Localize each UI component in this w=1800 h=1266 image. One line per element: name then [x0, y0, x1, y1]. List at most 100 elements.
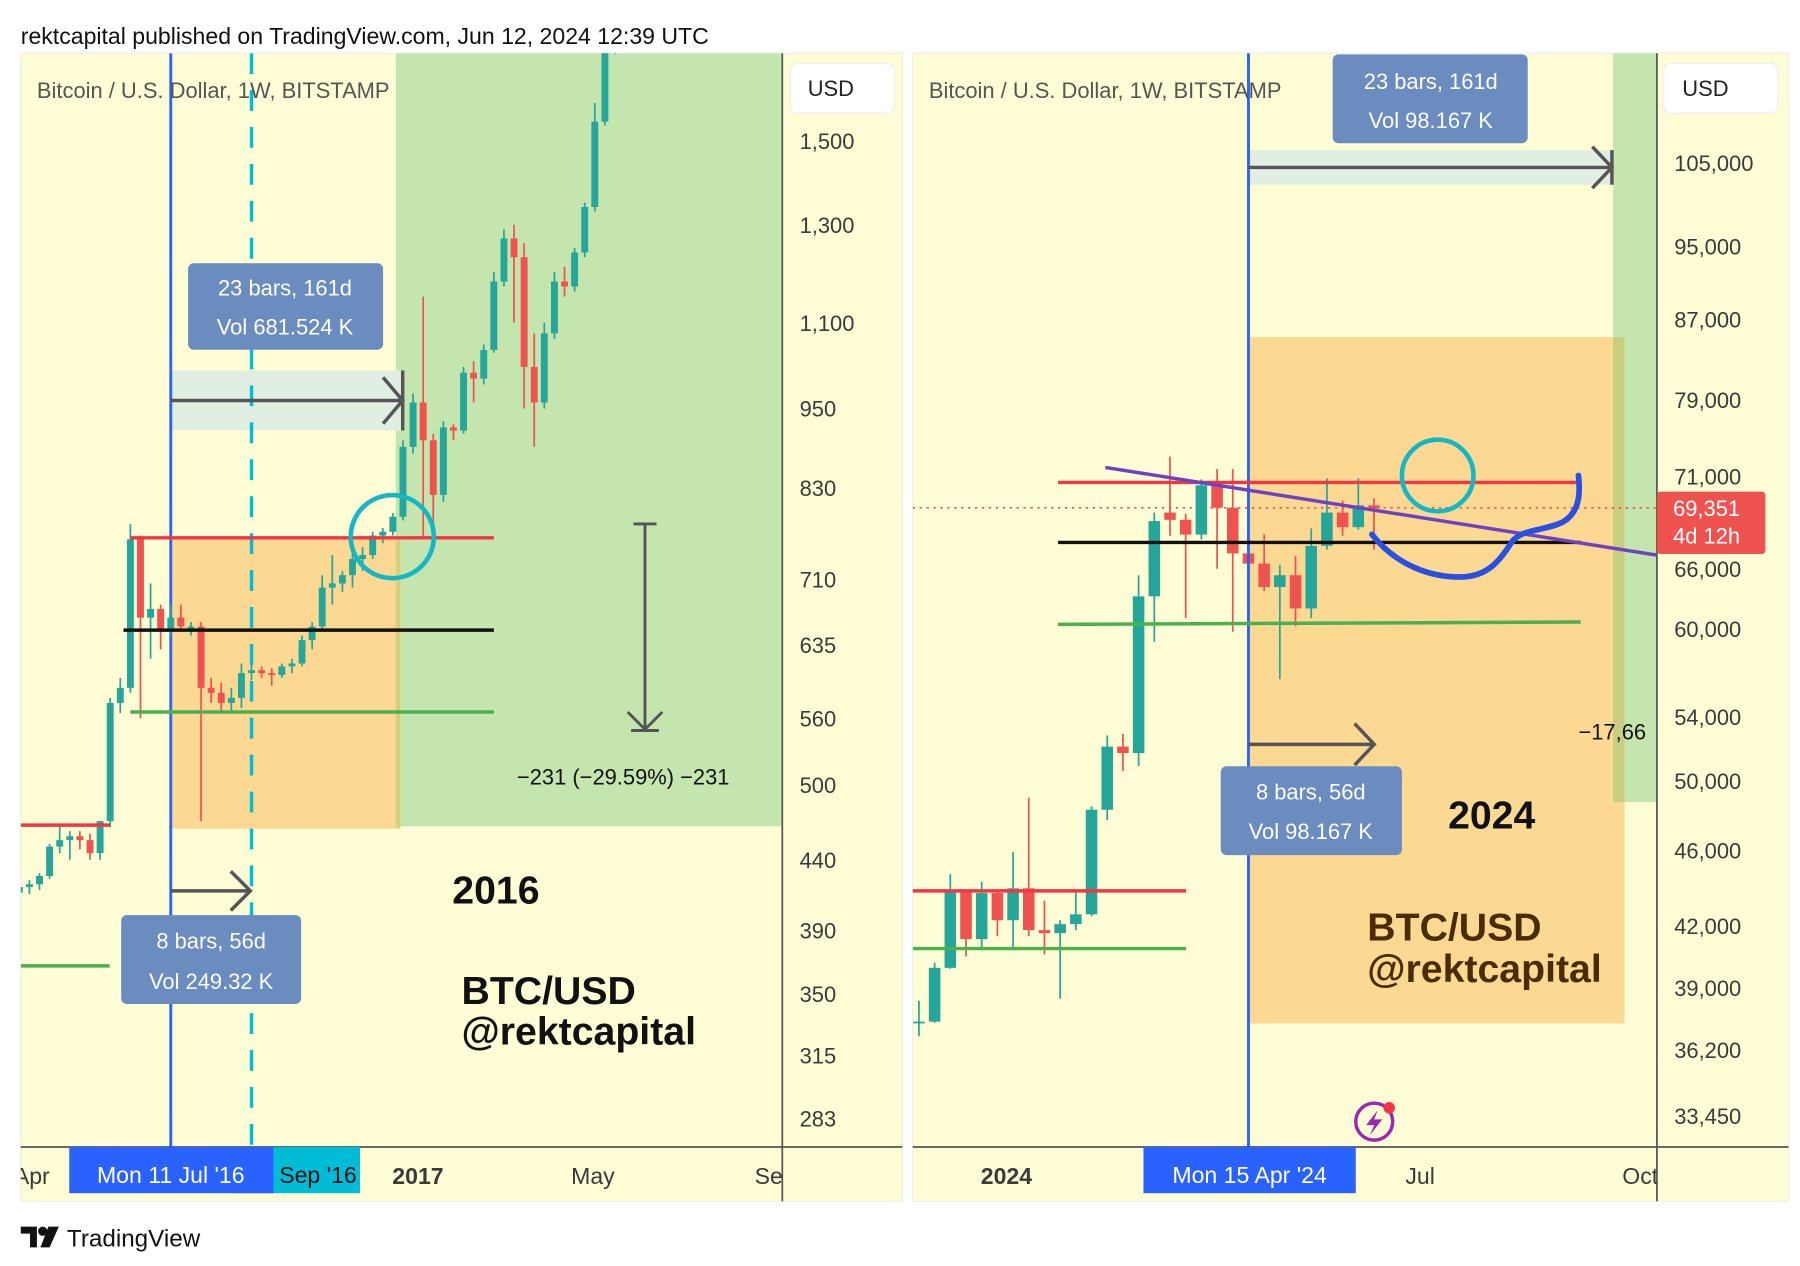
price-tick-label: 71,000	[1674, 465, 1741, 490]
candle-body	[369, 535, 377, 556]
candle-body	[1132, 596, 1145, 754]
price-tick-label: 950	[800, 397, 837, 422]
range-box-top[interactable]: 23 bars, 161d Vol 681.524 K	[188, 263, 384, 350]
candle	[207, 677, 215, 703]
candle-body	[137, 539, 144, 618]
trendline[interactable]	[1105, 465, 1657, 557]
candle	[439, 421, 447, 503]
candle	[591, 103, 599, 212]
candle-body	[76, 836, 84, 841]
orange-zone	[1249, 337, 1625, 1024]
candle-body	[227, 697, 235, 703]
candle-body	[399, 446, 407, 517]
candle	[409, 393, 417, 454]
candle-body	[601, 53, 609, 122]
last-price-value: 69,351	[1673, 496, 1740, 521]
price-tick-label: 54,000	[1674, 705, 1741, 730]
candle-body	[86, 840, 94, 854]
candle	[1070, 889, 1082, 931]
candle	[500, 229, 508, 287]
candle-body	[248, 670, 255, 674]
candle	[1038, 900, 1051, 955]
lightning-icon[interactable]	[1354, 1101, 1395, 1142]
candle-body	[1179, 519, 1192, 535]
currency-button[interactable]: USD	[789, 63, 895, 114]
symbol-title[interactable]: Bitcoin / U.S. Dollar, 1W, BITSTAMP	[929, 78, 1282, 103]
candle-body	[20, 887, 23, 893]
price-tick-label: 95,000	[1674, 234, 1741, 259]
tradingview-logo[interactable]: TradingView	[20, 1225, 201, 1252]
candle-body	[177, 617, 185, 627]
candle-body	[1352, 505, 1365, 528]
projection-curve[interactable]	[1369, 472, 1583, 580]
right-chart-panel[interactable]: −17,66 8 bars, 56d Vol 98.167 K 2024 BTC…	[912, 52, 1790, 1202]
currency-button[interactable]: USD	[1663, 63, 1779, 114]
price-tick-label: 1,500	[800, 129, 855, 154]
time-label: Oct	[1622, 1163, 1658, 1189]
range-box-top[interactable]: 23 bars, 161d Vol 98.167 K	[1332, 54, 1528, 144]
candle	[470, 361, 478, 403]
candle-body	[1023, 888, 1035, 931]
price-tick-label: 79,000	[1674, 388, 1741, 413]
range-bars: 23 bars, 161d	[218, 276, 352, 301]
candle	[328, 555, 336, 605]
candle	[126, 524, 134, 693]
time-marker-2-label: Sep '16	[279, 1162, 356, 1188]
highlight-circle[interactable]	[1399, 437, 1476, 514]
range-bars: 23 bars, 161d	[1364, 69, 1498, 94]
year-label: 2024	[1448, 794, 1535, 838]
candle	[268, 668, 276, 686]
candle-body	[1148, 521, 1161, 597]
candle	[338, 571, 346, 592]
candle-body	[975, 893, 988, 940]
time-label: May	[571, 1163, 615, 1189]
candle	[308, 622, 316, 650]
candle	[1352, 478, 1365, 530]
candle	[288, 658, 296, 674]
candle	[116, 677, 124, 714]
candle-body	[913, 1021, 925, 1024]
symbol-title[interactable]: Bitcoin / U.S. Dollar, 1W, BITSTAMP	[37, 78, 390, 103]
left-time-axis[interactable]: Apr 2017 May Sep Sep '16 Mon 11 Jul '16	[14, 1147, 796, 1194]
range-box-bottom[interactable]: 8 bars, 56d Vol 249.32 K	[121, 915, 302, 1004]
candle-body	[530, 366, 538, 403]
price-tick-label: 710	[800, 567, 837, 592]
arrow-icon[interactable]	[1248, 145, 1615, 190]
support-line[interactable]	[1058, 620, 1581, 627]
time-marker[interactable]	[69, 1147, 274, 1194]
candle	[137, 535, 144, 719]
candle	[66, 831, 74, 860]
candle	[157, 604, 165, 650]
candle-body	[520, 257, 528, 367]
candle	[298, 635, 306, 667]
zone-overlap	[395, 537, 401, 829]
candle-body	[460, 372, 468, 431]
arrow-icon[interactable]	[170, 370, 405, 431]
arrow-icon[interactable]	[170, 870, 253, 912]
left-chart-panel[interactable]: −231 (−29.59%) −231 23 bars, 161d Vol 68…	[6, 0, 903, 1202]
candle	[349, 551, 356, 588]
candle	[1101, 735, 1113, 821]
candle-body	[46, 846, 54, 876]
highlight-circle[interactable]	[348, 492, 437, 581]
right-time-axis[interactable]: 2024 Jul Oct Mon 15 Apr '24	[981, 1147, 1659, 1194]
time-marker[interactable]	[1143, 1147, 1356, 1194]
right-price-axis[interactable]: 105,000 95,000 87,000 79,000 71,000 66,000 60,…	[1674, 151, 1753, 1129]
measure-arrow-icon[interactable]	[626, 522, 664, 732]
price-tick-label: 500	[800, 773, 837, 798]
price-tick-label: 33,450	[1674, 1104, 1741, 1129]
arrow-icon[interactable]	[1248, 722, 1377, 767]
range-volume: Vol 681.524 K	[217, 315, 354, 340]
candle-body	[1054, 924, 1066, 934]
candle-body	[1038, 930, 1051, 934]
candle-body	[197, 626, 205, 688]
candle-body	[116, 687, 124, 703]
candle	[96, 821, 104, 860]
left-price-axis[interactable]: 1,500 1,300 1,100 950 830 710 635 560 500 440 390 3…	[800, 129, 855, 1132]
candle-body	[944, 891, 957, 968]
candle-body	[349, 559, 356, 576]
range-box-bottom[interactable]: 8 bars, 56d Vol 98.167 K	[1220, 766, 1402, 856]
candle-body	[187, 626, 195, 629]
candle-body	[318, 587, 326, 627]
price-tick-label: 39,000	[1674, 976, 1741, 1001]
